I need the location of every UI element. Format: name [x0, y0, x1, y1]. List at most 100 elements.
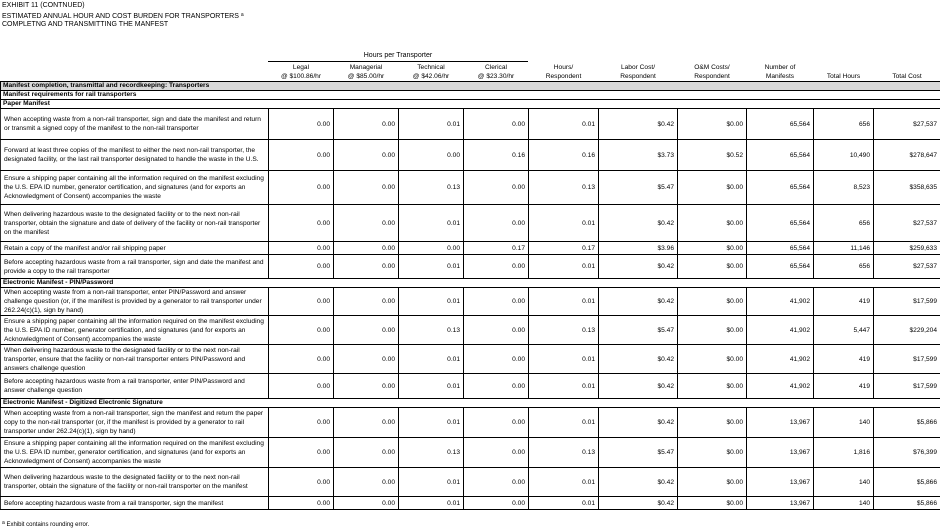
cell-value: 0.00	[268, 437, 334, 468]
section-header-row: Manifest completion, transmittal and rec…	[0, 81, 940, 91]
cell-value: 0.01	[398, 467, 464, 497]
activity-description: Ensure a shipping paper containing all t…	[0, 170, 269, 205]
column-header-line1: Labor Cost/	[620, 64, 656, 71]
column-header: O&M Costs/Respondent	[678, 62, 747, 82]
cell-value: 140	[813, 407, 874, 438]
column-header-line2: Respondent	[545, 73, 582, 80]
cell-value: $5.47	[598, 437, 678, 468]
cell-value: $17,599	[873, 344, 940, 374]
cell-value: 0.00	[463, 204, 529, 242]
cell-value: $358,635	[873, 170, 940, 205]
activity-description: When accepting waste from a non-rail tra…	[0, 287, 269, 316]
activity-description: Before accepting hazardous waste from a …	[0, 254, 269, 279]
cell-value: 0.13	[398, 315, 464, 345]
cell-value: 0.00	[333, 108, 399, 140]
cell-value: 0.00	[398, 139, 464, 171]
activity-description: Forward at least three copies of the man…	[0, 139, 269, 171]
cell-value: 0.01	[528, 344, 599, 374]
cell-value: 41,902	[746, 287, 814, 316]
cell-value: 0.01	[398, 407, 464, 438]
activity-description: Ensure a shipping paper containing all t…	[0, 315, 269, 345]
table-body: Manifest completion, transmittal and rec…	[0, 81, 940, 510]
footnote: a Exhibit contains rounding error.	[2, 520, 90, 529]
cell-value: $0.52	[677, 139, 747, 171]
section-header-row: Electronic Manifest - Digitized Electron…	[0, 398, 940, 408]
footnote-text: Exhibit contains rounding error.	[6, 522, 90, 528]
cell-value: 0.00	[268, 407, 334, 438]
table-row: Ensure a shipping paper containing all t…	[0, 170, 940, 205]
title-text: ESTIMATED ANNUAL HOUR AND COST BURDEN FO…	[2, 13, 239, 20]
activity-description: When delivering hazardous waste to the d…	[0, 204, 269, 242]
column-header: Number of Manifests	[747, 62, 814, 82]
cell-value: 0.01	[398, 108, 464, 140]
cell-value: 0.13	[398, 437, 464, 468]
cell-value: $0.42	[598, 407, 678, 438]
cell-value: 419	[813, 344, 874, 374]
cell-value: 0.00	[463, 407, 529, 438]
cell-value: 0.00	[333, 437, 399, 468]
column-header-line1: O&M Costs/	[694, 64, 730, 71]
cell-value: 0.01	[528, 496, 599, 510]
column-header: Legal @ $100.86/hr	[269, 62, 334, 82]
cell-value: $0.00	[677, 467, 747, 497]
cell-value: 0.00	[398, 241, 464, 255]
column-header-description	[1, 62, 269, 82]
cell-value: 8,523	[813, 170, 874, 205]
cell-value: $0.00	[677, 344, 747, 374]
activity-description: Retain a copy of the manifest and/or rai…	[0, 241, 269, 255]
cell-value: 0.00	[463, 254, 529, 279]
table-row: Ensure a shipping paper containing all t…	[0, 315, 940, 345]
cell-value: 41,902	[746, 315, 814, 345]
cell-value: 0.00	[463, 108, 529, 140]
cell-value: 0.01	[528, 373, 599, 399]
cell-value: 65,564	[746, 139, 814, 171]
cell-value: $17,599	[873, 287, 940, 316]
cell-value: 0.00	[463, 496, 529, 510]
cell-value: $5,866	[873, 496, 940, 510]
cell-value: 13,967	[746, 496, 814, 510]
cell-value: 0.00	[333, 139, 399, 171]
cell-value: $0.00	[677, 496, 747, 510]
cell-value: 10,490	[813, 139, 874, 171]
cell-value: $27,537	[873, 204, 940, 242]
column-header-line2: @ $100.86/hr	[280, 73, 322, 80]
cell-value: 656	[813, 204, 874, 242]
cell-value: $27,537	[873, 108, 940, 140]
cell-value: $0.00	[677, 287, 747, 316]
cell-value: $0.00	[677, 204, 747, 242]
cell-value: 0.01	[398, 373, 464, 399]
column-header: Total Cost	[874, 62, 940, 82]
cell-value: 0.13	[398, 170, 464, 205]
cell-value: $5.47	[598, 170, 678, 205]
cell-value: 656	[813, 254, 874, 279]
activity-description: When accepting waste from a non-rail tra…	[0, 108, 269, 140]
cell-value: $0.00	[677, 315, 747, 345]
cell-value: 0.00	[333, 467, 399, 497]
cell-value: 0.00	[268, 170, 334, 205]
footnote-marker: a	[2, 520, 5, 526]
cell-value: $0.42	[598, 204, 678, 242]
cell-value: 11,146	[813, 241, 874, 255]
cell-value: 0.13	[528, 315, 599, 345]
cell-value: 0.00	[333, 241, 399, 255]
cell-value: $0.42	[598, 496, 678, 510]
column-header: Clerical @ $23.30/hr	[464, 62, 529, 82]
cell-value: 0.00	[333, 287, 399, 316]
cell-value: 0.01	[528, 467, 599, 497]
activity-description: Before accepting hazardous waste from a …	[0, 373, 269, 399]
cell-value: $0.00	[677, 108, 747, 140]
cell-value: $0.00	[677, 373, 747, 399]
cell-value: $0.00	[677, 437, 747, 468]
cell-value: 0.00	[268, 496, 334, 510]
cell-value: $229,204	[873, 315, 940, 345]
table-row: When delivering hazardous waste to the d…	[0, 344, 940, 374]
column-header-row: Legal @ $100.86/hr Managerial @ $85.00/hr Te…	[1, 62, 940, 82]
column-header-line2: Respondent	[620, 73, 656, 80]
cell-value: 65,564	[746, 170, 814, 205]
cell-value: $3.73	[598, 139, 678, 171]
cell-value: 0.00	[268, 467, 334, 497]
column-header-line1: Hours/	[553, 64, 574, 71]
table-row: Retain a copy of the manifest and/or rai…	[0, 241, 940, 255]
cell-value: 5,447	[813, 315, 874, 345]
cell-value: 0.00	[463, 315, 529, 345]
